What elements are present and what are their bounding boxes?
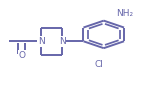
Text: NH₂: NH₂	[116, 9, 133, 18]
Text: O: O	[18, 51, 25, 60]
Text: Cl: Cl	[95, 60, 103, 69]
Text: N: N	[59, 37, 66, 46]
Text: N: N	[38, 37, 45, 46]
